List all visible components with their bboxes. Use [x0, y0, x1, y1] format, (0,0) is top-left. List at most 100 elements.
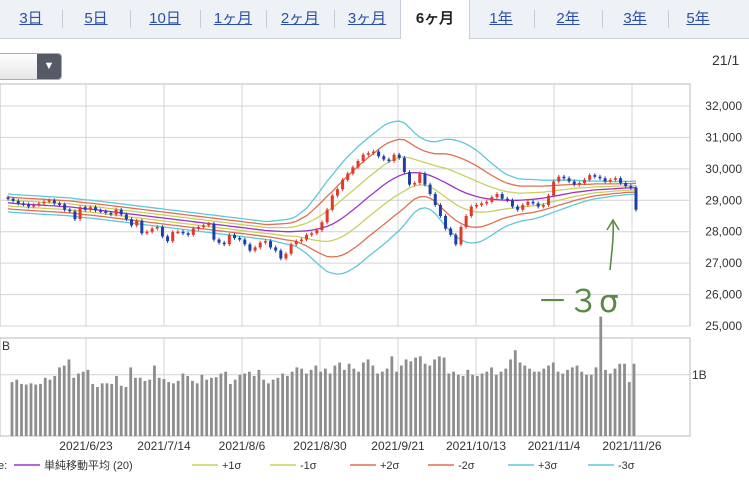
candle-body: [634, 187, 638, 210]
tab-6[interactable]: 6ヶ月: [400, 0, 470, 39]
price-tick-label: 25,000: [705, 319, 742, 333]
tab-separator: [602, 10, 603, 28]
candle-body: [140, 220, 144, 234]
legend-item: 単純移動平均 (20): [44, 458, 133, 472]
candle-body: [217, 239, 221, 243]
legend-item: -1σ: [300, 460, 317, 472]
tab-1[interactable]: 5日: [84, 10, 108, 27]
tab-separator: [130, 10, 131, 28]
volume-bar: [119, 385, 123, 436]
candle-body: [196, 227, 200, 229]
volume-bar: [20, 383, 23, 436]
volume-bar: [518, 362, 522, 436]
volume-bar: [328, 373, 332, 436]
candle-body: [557, 176, 561, 182]
minus-1-sigma-line: [7, 184, 637, 243]
x-tick-label: 2021/8/30: [293, 439, 347, 453]
legend-item: +3σ: [538, 460, 558, 472]
plus-1-sigma-line: [7, 156, 637, 229]
price-tick-label: 30,000: [705, 162, 742, 176]
volume-bar: [532, 371, 536, 436]
volume-bar: [338, 362, 342, 436]
volume-bar: [333, 365, 337, 436]
tab-separator: [266, 10, 267, 28]
candle-body: [150, 228, 154, 232]
tab-0[interactable]: 3日: [19, 10, 43, 27]
candle-body: [27, 204, 31, 207]
volume-series: [10, 316, 636, 436]
candle-body: [176, 231, 180, 234]
candle-body: [243, 239, 247, 245]
candle-body: [516, 206, 520, 210]
tab-5[interactable]: 3ヶ月: [347, 10, 387, 27]
candle-body: [449, 228, 453, 235]
volume-bar: [205, 379, 209, 436]
candle-body: [444, 216, 448, 229]
volume-bar: [110, 383, 114, 436]
volume-bar: [162, 379, 166, 436]
candle-body: [207, 223, 211, 226]
candle-body: [567, 178, 571, 182]
volume-bar: [96, 387, 99, 436]
volume-bar: [604, 369, 607, 436]
candle-body: [124, 214, 128, 220]
candle-body: [68, 209, 72, 212]
volume-bar: [210, 377, 213, 436]
tab-7[interactable]: 1年: [489, 10, 513, 27]
volume-bar: [357, 371, 361, 436]
candle-body: [490, 197, 494, 202]
bollinger-bands: [7, 120, 637, 275]
volume-bar: [547, 365, 550, 436]
arrow-head-icon: [606, 218, 620, 231]
volume-bar: [504, 368, 508, 436]
candle-body: [63, 204, 67, 210]
volume-bar: [551, 362, 555, 436]
tab-4[interactable]: 2ヶ月: [280, 10, 320, 27]
volume-bar: [138, 377, 142, 436]
candle-body: [284, 253, 288, 259]
candle-body: [289, 244, 293, 254]
volume-bar: [490, 367, 493, 436]
candle-body: [505, 198, 509, 201]
candle-body: [155, 227, 159, 229]
candle-body: [495, 194, 499, 198]
volume-bar: [157, 377, 161, 436]
candle-body: [320, 222, 324, 231]
volume-bar: [461, 375, 465, 436]
annotation-arrow: [609, 221, 615, 271]
period-dropdown[interactable]: ▼: [0, 53, 62, 80]
candle-body: [423, 173, 427, 185]
candle-body: [94, 207, 98, 211]
date-label: 21/1: [712, 52, 740, 68]
candle-body: [52, 200, 56, 204]
x-tick-label: 2021/10/13: [446, 439, 506, 453]
candle-body: [351, 167, 355, 174]
tab-3[interactable]: 1ヶ月: [213, 10, 253, 27]
volume-bar: [390, 356, 394, 436]
volume-bar: [509, 359, 512, 436]
x-axis-labels: 2021/6/23 2021/7/14 2021/8/6 2021/8/30 2021/…: [59, 439, 662, 453]
candle-body: [258, 242, 262, 248]
candle-body: [397, 154, 401, 158]
volume-tick-label: 1B: [692, 368, 707, 382]
chevron-down-icon[interactable]: ▼: [37, 54, 61, 79]
volume-bar: [229, 383, 232, 436]
candle-body: [341, 179, 345, 190]
volume-bar: [513, 350, 517, 436]
volume-bar: [613, 368, 617, 436]
candle-body: [171, 232, 175, 242]
volume-bar: [191, 380, 194, 436]
candle-body: [160, 227, 164, 237]
volume-bar: [15, 379, 19, 436]
tab-8[interactable]: 2年: [556, 10, 580, 27]
volume-bar: [266, 383, 270, 436]
tab-9[interactable]: 3年: [623, 10, 647, 27]
volume-bar: [494, 374, 498, 436]
tab-10[interactable]: 5年: [686, 10, 710, 27]
tab-2[interactable]: 10日: [149, 10, 181, 27]
volume-bar: [257, 369, 261, 436]
volume-bar: [632, 363, 636, 436]
candle-body: [263, 241, 267, 243]
volume-bar: [452, 371, 455, 436]
volume-bar: [433, 359, 436, 436]
